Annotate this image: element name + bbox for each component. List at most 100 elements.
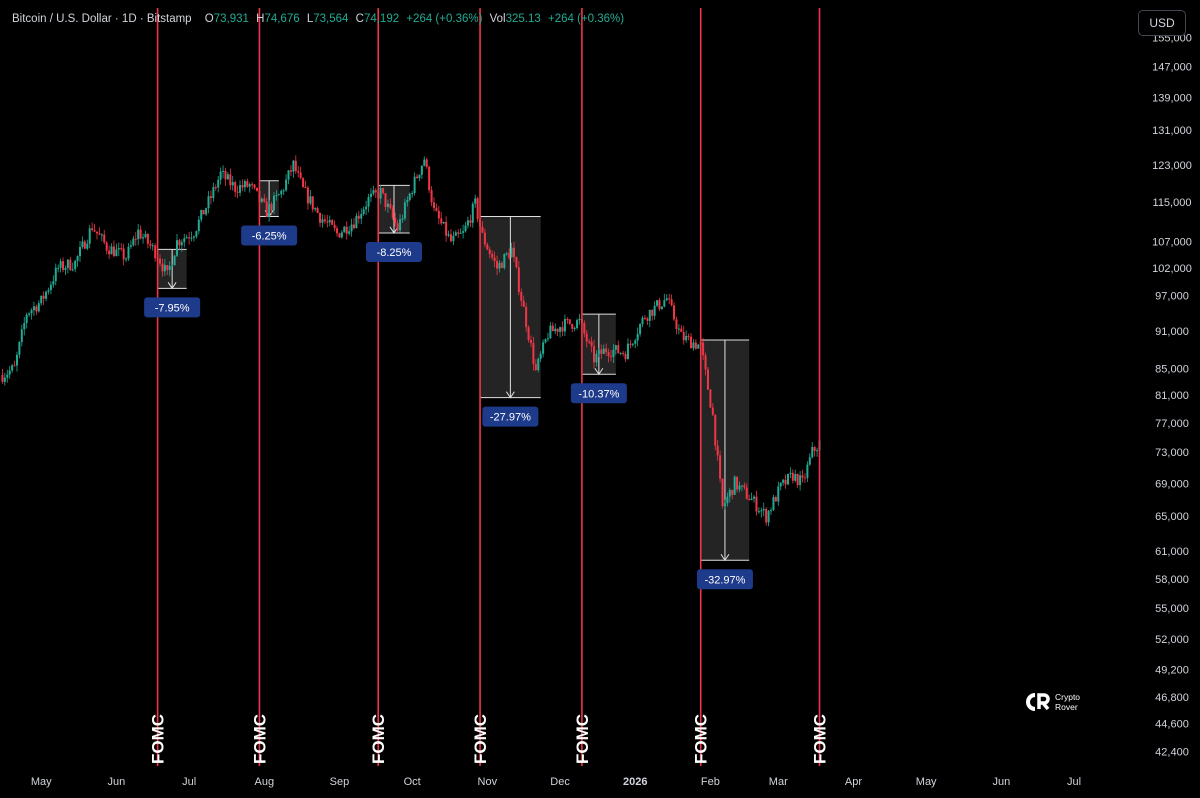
volume-change: +264 (+0.36%)	[548, 13, 625, 25]
candle-up	[411, 193, 414, 195]
candle-up	[559, 327, 562, 332]
candle-down	[331, 220, 334, 225]
candle-down	[600, 349, 603, 354]
candle-down	[532, 343, 535, 364]
candle-down	[178, 240, 181, 246]
candle-up	[806, 464, 809, 478]
fomc-label: FOMC	[149, 714, 168, 764]
candle-up	[578, 318, 581, 321]
y-tick-label: 65,000	[1155, 511, 1189, 523]
candle-up	[612, 349, 615, 357]
candle-down	[91, 228, 94, 231]
open-value: 73,931	[213, 13, 249, 25]
y-tick-label: 55,000	[1155, 603, 1189, 615]
candle-up	[549, 325, 552, 339]
candle-up	[505, 253, 508, 255]
candle-up	[11, 365, 14, 371]
candle-up	[52, 281, 55, 285]
y-tick-label: 52,000	[1155, 634, 1189, 646]
candle-up	[379, 188, 382, 199]
x-tick-label: Feb	[701, 776, 720, 788]
candle-up	[6, 374, 9, 378]
drawdown-boxes	[157, 180, 750, 562]
brand-name-line2: Rover	[1055, 702, 1078, 712]
fomc-label: FOMC	[369, 714, 388, 764]
candle-down	[551, 325, 554, 332]
candle-up	[57, 267, 60, 269]
x-tick-label: Aug	[254, 776, 274, 788]
candle-up	[697, 344, 700, 349]
candle-up	[677, 328, 680, 330]
candle-up	[192, 236, 195, 238]
candle-down	[440, 218, 443, 224]
candle-up	[71, 269, 74, 271]
candle-up	[66, 259, 69, 269]
candle-up	[614, 345, 617, 350]
candle-up	[442, 221, 445, 224]
candle-up	[423, 159, 426, 166]
candle-down	[513, 247, 516, 258]
candle-down	[721, 478, 724, 507]
candle-up	[626, 343, 629, 360]
candle-up	[750, 498, 753, 501]
symbol-title[interactable]: Bitcoin / U.S. Dollar · 1D · Bitstamp	[12, 13, 192, 25]
candle-up	[285, 179, 288, 191]
candle-down	[326, 221, 329, 223]
candle-down	[382, 188, 385, 194]
candle-down	[416, 176, 419, 179]
candle-up	[117, 248, 120, 250]
candle-down	[251, 184, 254, 186]
drawdown-arrowhead	[167, 282, 177, 290]
candle-up	[49, 284, 52, 291]
y-tick-label: 102,000	[1152, 263, 1192, 275]
drawdown-label: -32.97%	[704, 574, 745, 586]
candle-down	[784, 479, 787, 485]
candle-down	[520, 292, 523, 301]
candle-down	[224, 170, 227, 180]
fomc-label: FOMC	[692, 714, 711, 764]
candle-down	[338, 233, 341, 238]
candle-up	[631, 343, 634, 345]
candle-down	[304, 187, 307, 189]
candle-down	[256, 187, 259, 191]
x-axis: May Jun Jul Aug Sep Oct Nov Dec 2026 Feb Mar Apr May…	[31, 776, 1081, 788]
candle-up	[309, 196, 312, 204]
candle-up	[360, 213, 363, 219]
candle-down	[525, 306, 528, 328]
drawdown-arrowhead	[594, 367, 604, 376]
candle-up	[243, 181, 246, 188]
candle-down	[469, 220, 472, 223]
candle-up	[653, 305, 656, 316]
candle-up	[226, 174, 229, 180]
candle-up	[808, 457, 811, 465]
candle-down	[333, 224, 336, 229]
candle-down	[98, 233, 101, 235]
candle-down	[629, 343, 632, 345]
candle-down	[643, 317, 646, 319]
x-tick-label: Apr	[845, 776, 862, 788]
candle-up	[231, 182, 234, 186]
currency-button[interactable]: USD	[1138, 10, 1186, 36]
candle-up	[639, 324, 642, 334]
y-tick-label: 46,800	[1155, 692, 1189, 704]
candle-down	[803, 477, 806, 479]
drawdown-label-bg	[570, 383, 627, 404]
candle-down	[607, 352, 610, 357]
candle-up	[47, 290, 50, 292]
candle-up	[466, 220, 469, 226]
candle-down	[801, 475, 804, 478]
close-value: 74,192	[363, 13, 400, 25]
candle-down	[675, 319, 678, 329]
candle-up	[767, 510, 770, 523]
candle-up	[180, 242, 183, 246]
y-axis: 155,000147,000139,000131,000123,000115,0…	[1152, 32, 1192, 758]
candle-up	[762, 508, 765, 511]
candle-up	[772, 497, 775, 511]
candle-up	[275, 194, 278, 196]
candle-up	[685, 335, 688, 341]
candle-down	[236, 191, 239, 193]
candle-up	[634, 340, 637, 344]
x-tick-label: Jul	[1067, 776, 1081, 788]
candle-up	[452, 235, 455, 242]
